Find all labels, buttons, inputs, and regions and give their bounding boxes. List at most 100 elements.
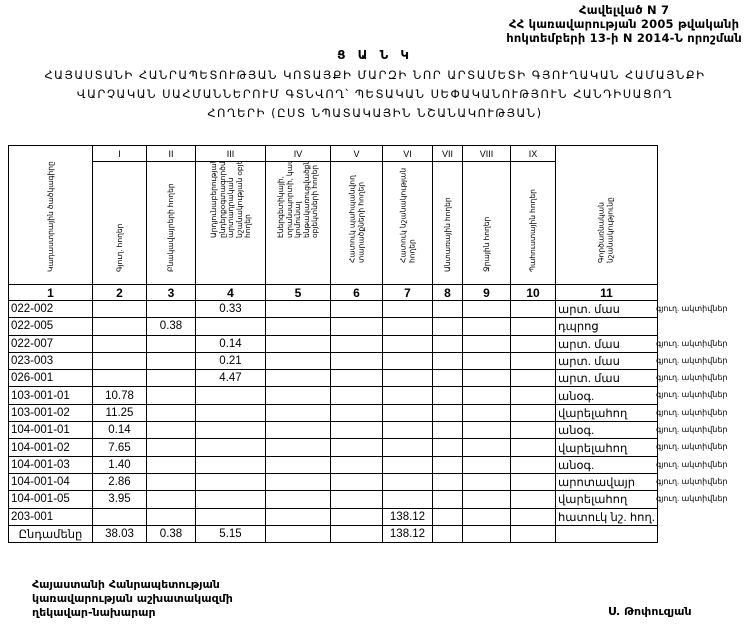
area-value bbox=[382, 386, 433, 405]
area-value bbox=[146, 455, 196, 474]
table-row: 104-001-03 1.40 անօգ. bbox=[8, 455, 658, 474]
table-row: 023-003 0.21 արտ. մաս bbox=[8, 351, 658, 371]
area-value bbox=[510, 507, 556, 526]
side-note: գյուղ. ակտիվներ bbox=[656, 390, 728, 399]
column-header: Անտառային հողեր bbox=[442, 196, 452, 272]
column-header-cell: Բնակավայրերի հողեր bbox=[146, 161, 196, 285]
total-value bbox=[265, 524, 331, 544]
cadastral-code: 203-001 bbox=[8, 507, 93, 526]
area-value bbox=[92, 317, 147, 336]
area-value bbox=[382, 421, 433, 440]
roman-category: Գործառնական նշանակությունը bbox=[555, 145, 658, 285]
area-value bbox=[330, 472, 383, 492]
area-value bbox=[462, 386, 511, 405]
side-note: գյուղ. ակտիվներ bbox=[656, 425, 728, 434]
area-value bbox=[92, 351, 147, 371]
area-value bbox=[265, 317, 331, 336]
area-value bbox=[510, 317, 556, 336]
area-value bbox=[265, 369, 331, 388]
area-value bbox=[195, 455, 266, 474]
area-value bbox=[432, 351, 463, 371]
area-value: 0.21 bbox=[195, 351, 266, 371]
header-row: Գյուղ. հողեր Բնակավայրերի հողեր Արդյունաբե… bbox=[9, 161, 658, 285]
functional-purpose: անօգ. bbox=[555, 421, 658, 440]
area-value bbox=[382, 490, 433, 509]
area-value bbox=[265, 334, 331, 353]
area-value bbox=[510, 472, 556, 492]
functional-purpose: հատուկ նշ. հող. bbox=[555, 507, 658, 526]
position-line: ղեկավար-նախարար bbox=[32, 606, 156, 619]
column-header: Հատուկ պահպանվող տարածքների հողեր bbox=[347, 175, 365, 263]
column-number: 3 bbox=[146, 284, 196, 301]
area-value bbox=[510, 455, 556, 474]
area-value bbox=[146, 507, 196, 526]
area-value bbox=[462, 317, 511, 336]
functional-purpose: արտ. մաս bbox=[555, 299, 658, 319]
area-value: 3.95 bbox=[92, 490, 147, 509]
column-number: 9 bbox=[462, 284, 511, 301]
table-row: 104-001-02 7.65 վարելահող bbox=[8, 438, 658, 457]
area-value: 138.12 bbox=[382, 507, 433, 526]
column-number: 7 bbox=[382, 284, 433, 301]
area-value bbox=[92, 334, 147, 353]
column-number: 11 bbox=[555, 284, 658, 301]
area-value bbox=[265, 472, 331, 492]
appendix-header: Հավելված N 7 ՀՀ կառավարության 2005 թվակա… bbox=[506, 3, 742, 45]
area-value bbox=[195, 507, 266, 526]
cadastral-code: 026-001 bbox=[8, 369, 93, 388]
column-header: Կադաստրային ծածկագիրը bbox=[45, 160, 55, 272]
cadastral-code: 104-001-02 bbox=[8, 438, 93, 457]
functional-purpose: անօգ. bbox=[555, 386, 658, 405]
area-value bbox=[462, 403, 511, 423]
appendix-date: հոկտեմբերի 13-ի N 2014-Ն որոշման bbox=[506, 31, 742, 45]
area-value bbox=[265, 507, 331, 526]
area-value bbox=[432, 490, 463, 509]
cadastral-code: 104-001-01 bbox=[8, 421, 93, 440]
area-value bbox=[265, 403, 331, 423]
area-value bbox=[432, 438, 463, 457]
appendix-number: Հավելված N 7 bbox=[579, 3, 670, 17]
area-value bbox=[265, 438, 331, 457]
area-value bbox=[382, 317, 433, 336]
column-number: 1 bbox=[8, 284, 93, 301]
signatory-name: Ս. Թոփուզյան bbox=[608, 605, 692, 618]
area-value bbox=[195, 386, 266, 405]
total-value: 138.12 bbox=[382, 524, 433, 544]
column-number: 2 bbox=[92, 284, 147, 301]
area-value bbox=[462, 299, 511, 319]
area-value bbox=[382, 334, 433, 353]
document-title: Ց Ա Ն Կ bbox=[337, 48, 413, 62]
cadastral-code: 104-001-05 bbox=[8, 490, 93, 509]
area-value bbox=[195, 490, 266, 509]
cadastral-code: 103-001-02 bbox=[8, 403, 93, 423]
total-value bbox=[555, 524, 658, 544]
area-value bbox=[92, 369, 147, 388]
area-value bbox=[432, 386, 463, 405]
area-value bbox=[432, 455, 463, 474]
land-table: Կադաստրային ծածկագիրը I II III IV V VI VII VIII I… bbox=[8, 145, 658, 544]
area-value bbox=[330, 369, 383, 388]
area-value bbox=[146, 369, 196, 388]
area-value: 2.86 bbox=[92, 472, 147, 492]
area-value: 1.40 bbox=[92, 455, 147, 474]
position-line: Հայաստանի Հանրապետության bbox=[32, 578, 220, 591]
column-header-cell: Գյուղ. հողեր bbox=[92, 161, 147, 285]
area-value bbox=[510, 334, 556, 353]
area-value bbox=[462, 334, 511, 353]
area-value bbox=[265, 455, 331, 474]
roman-category: I bbox=[92, 145, 147, 162]
column-number: 6 bbox=[330, 284, 383, 301]
functional-purpose: արտ. մաս bbox=[555, 351, 658, 371]
roman-category: IV bbox=[265, 145, 331, 162]
column-header: Գործառնական նշանակությունը bbox=[596, 197, 615, 263]
cadastral-code: 104-001-04 bbox=[8, 472, 93, 492]
document-subtitle-line: ՀԱՅԱՍՏԱՆԻ ՀԱՆՐԱՊԵՏՈՒԹՅԱՆ ԿՈՏԱՅՔԻ ՄԱՐԶԻ Ն… bbox=[44, 68, 706, 82]
column-number-row: 1 2 3 4 5 6 7 8 9 10 11 bbox=[8, 284, 658, 301]
area-value bbox=[462, 455, 511, 474]
area-value bbox=[330, 438, 383, 457]
area-value bbox=[462, 507, 511, 526]
side-note: գյուղ. ակտիվներ bbox=[656, 408, 728, 417]
column-header: Ջրային հողեր bbox=[481, 216, 491, 272]
area-value bbox=[330, 455, 383, 474]
area-value bbox=[330, 386, 383, 405]
